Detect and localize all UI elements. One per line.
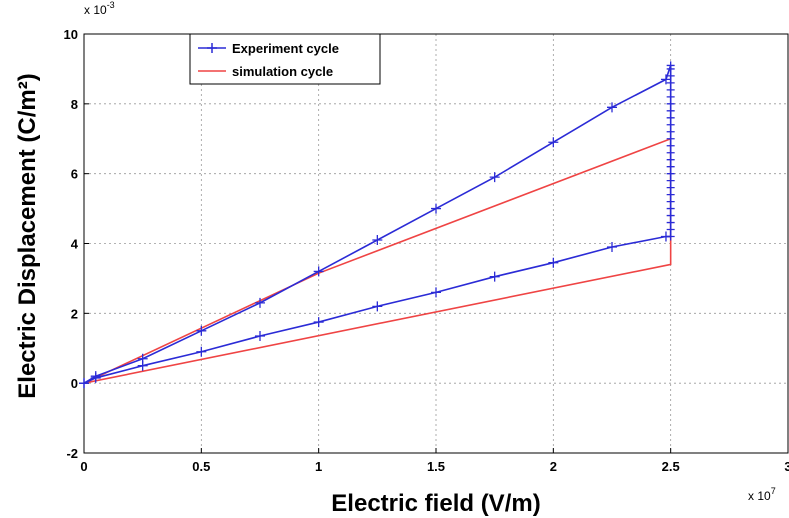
experiment-point — [666, 225, 675, 234]
experiment-point — [666, 61, 675, 70]
experiment-point — [313, 317, 324, 328]
y-tick-label: -2 — [66, 446, 78, 461]
legend-label-simulation: simulation cycle — [232, 64, 333, 79]
experiment-point — [666, 92, 675, 101]
experiment-point — [666, 148, 675, 157]
experiment-point — [313, 266, 324, 277]
experiment-point — [666, 99, 675, 108]
experiment-point — [666, 183, 675, 192]
legend-box — [189, 33, 381, 85]
experiment-point — [666, 85, 675, 94]
experiment-point — [666, 218, 675, 227]
experiment-point — [489, 172, 500, 183]
experiment-point — [79, 378, 89, 389]
experiment-point — [666, 169, 675, 178]
experiment-point — [548, 257, 559, 268]
experiment-point — [548, 137, 559, 148]
experiment-point — [666, 71, 675, 80]
experiment-point — [431, 203, 441, 214]
experiment-point — [666, 141, 675, 150]
experiment-point — [255, 331, 265, 342]
y-tick-label: 4 — [71, 237, 79, 252]
experiment-point — [666, 190, 675, 199]
experiment-point — [196, 346, 207, 357]
experiment-point — [666, 113, 675, 122]
experiment-point — [660, 74, 671, 85]
experiment-point — [666, 106, 675, 115]
experiment-point — [666, 155, 675, 164]
experiment-point — [666, 211, 675, 220]
x-tick-label: 0 — [80, 459, 87, 474]
experiment-point — [666, 134, 675, 143]
experiment-point — [666, 176, 675, 185]
experiment-point — [666, 78, 675, 87]
x-tick-label: 0.5 — [192, 459, 210, 474]
experiment-point — [372, 235, 383, 246]
simulation-cycle-line — [83, 137, 672, 384]
experiment-point — [137, 360, 148, 371]
x-tick-label: 2.5 — [662, 459, 680, 474]
legend-label-experiment: Experiment cycle — [232, 41, 339, 56]
experiment-point — [90, 372, 101, 383]
experiment-point — [666, 127, 675, 136]
y-tick-label: 0 — [71, 376, 78, 391]
experiment-point — [666, 120, 675, 129]
y-tick-label: 2 — [71, 306, 78, 321]
grid — [83, 33, 789, 454]
x-tick-label: 2 — [550, 459, 557, 474]
x-tick-label: 1.5 — [427, 459, 445, 474]
experiment-point — [431, 287, 441, 298]
y-tick-label: 10 — [64, 27, 78, 42]
experiment-point — [607, 102, 617, 113]
series-experiment-cycle — [79, 61, 675, 389]
y-axis-multiplier: x 10-3 — [84, 0, 115, 17]
experiment-point — [196, 325, 207, 336]
x-tick-label: 3 — [784, 459, 789, 474]
experiment-point — [666, 197, 675, 206]
experiment-point — [666, 162, 675, 171]
legend: Experiment cycle simulation cycle — [189, 33, 381, 85]
y-tick-label: 8 — [71, 97, 78, 112]
experiment-point — [489, 271, 500, 282]
y-tick-label: 6 — [71, 167, 78, 182]
experiment-point — [255, 297, 265, 308]
experiment-cycle-line — [83, 65, 672, 384]
y-axis-label: Electric Displacement (C/m²) — [14, 73, 41, 398]
x-tick-label: 1 — [315, 459, 322, 474]
experiment-point — [666, 232, 675, 241]
series-simulation-cycle — [83, 137, 672, 384]
x-axis-multiplier: x 107 — [748, 486, 776, 503]
legend-marker-experiment — [207, 43, 217, 53]
experiment-point — [372, 301, 383, 312]
experiment-point — [607, 241, 617, 252]
experiment-point — [666, 204, 675, 213]
x-axis-label: Electric field (V/m) — [331, 490, 540, 517]
